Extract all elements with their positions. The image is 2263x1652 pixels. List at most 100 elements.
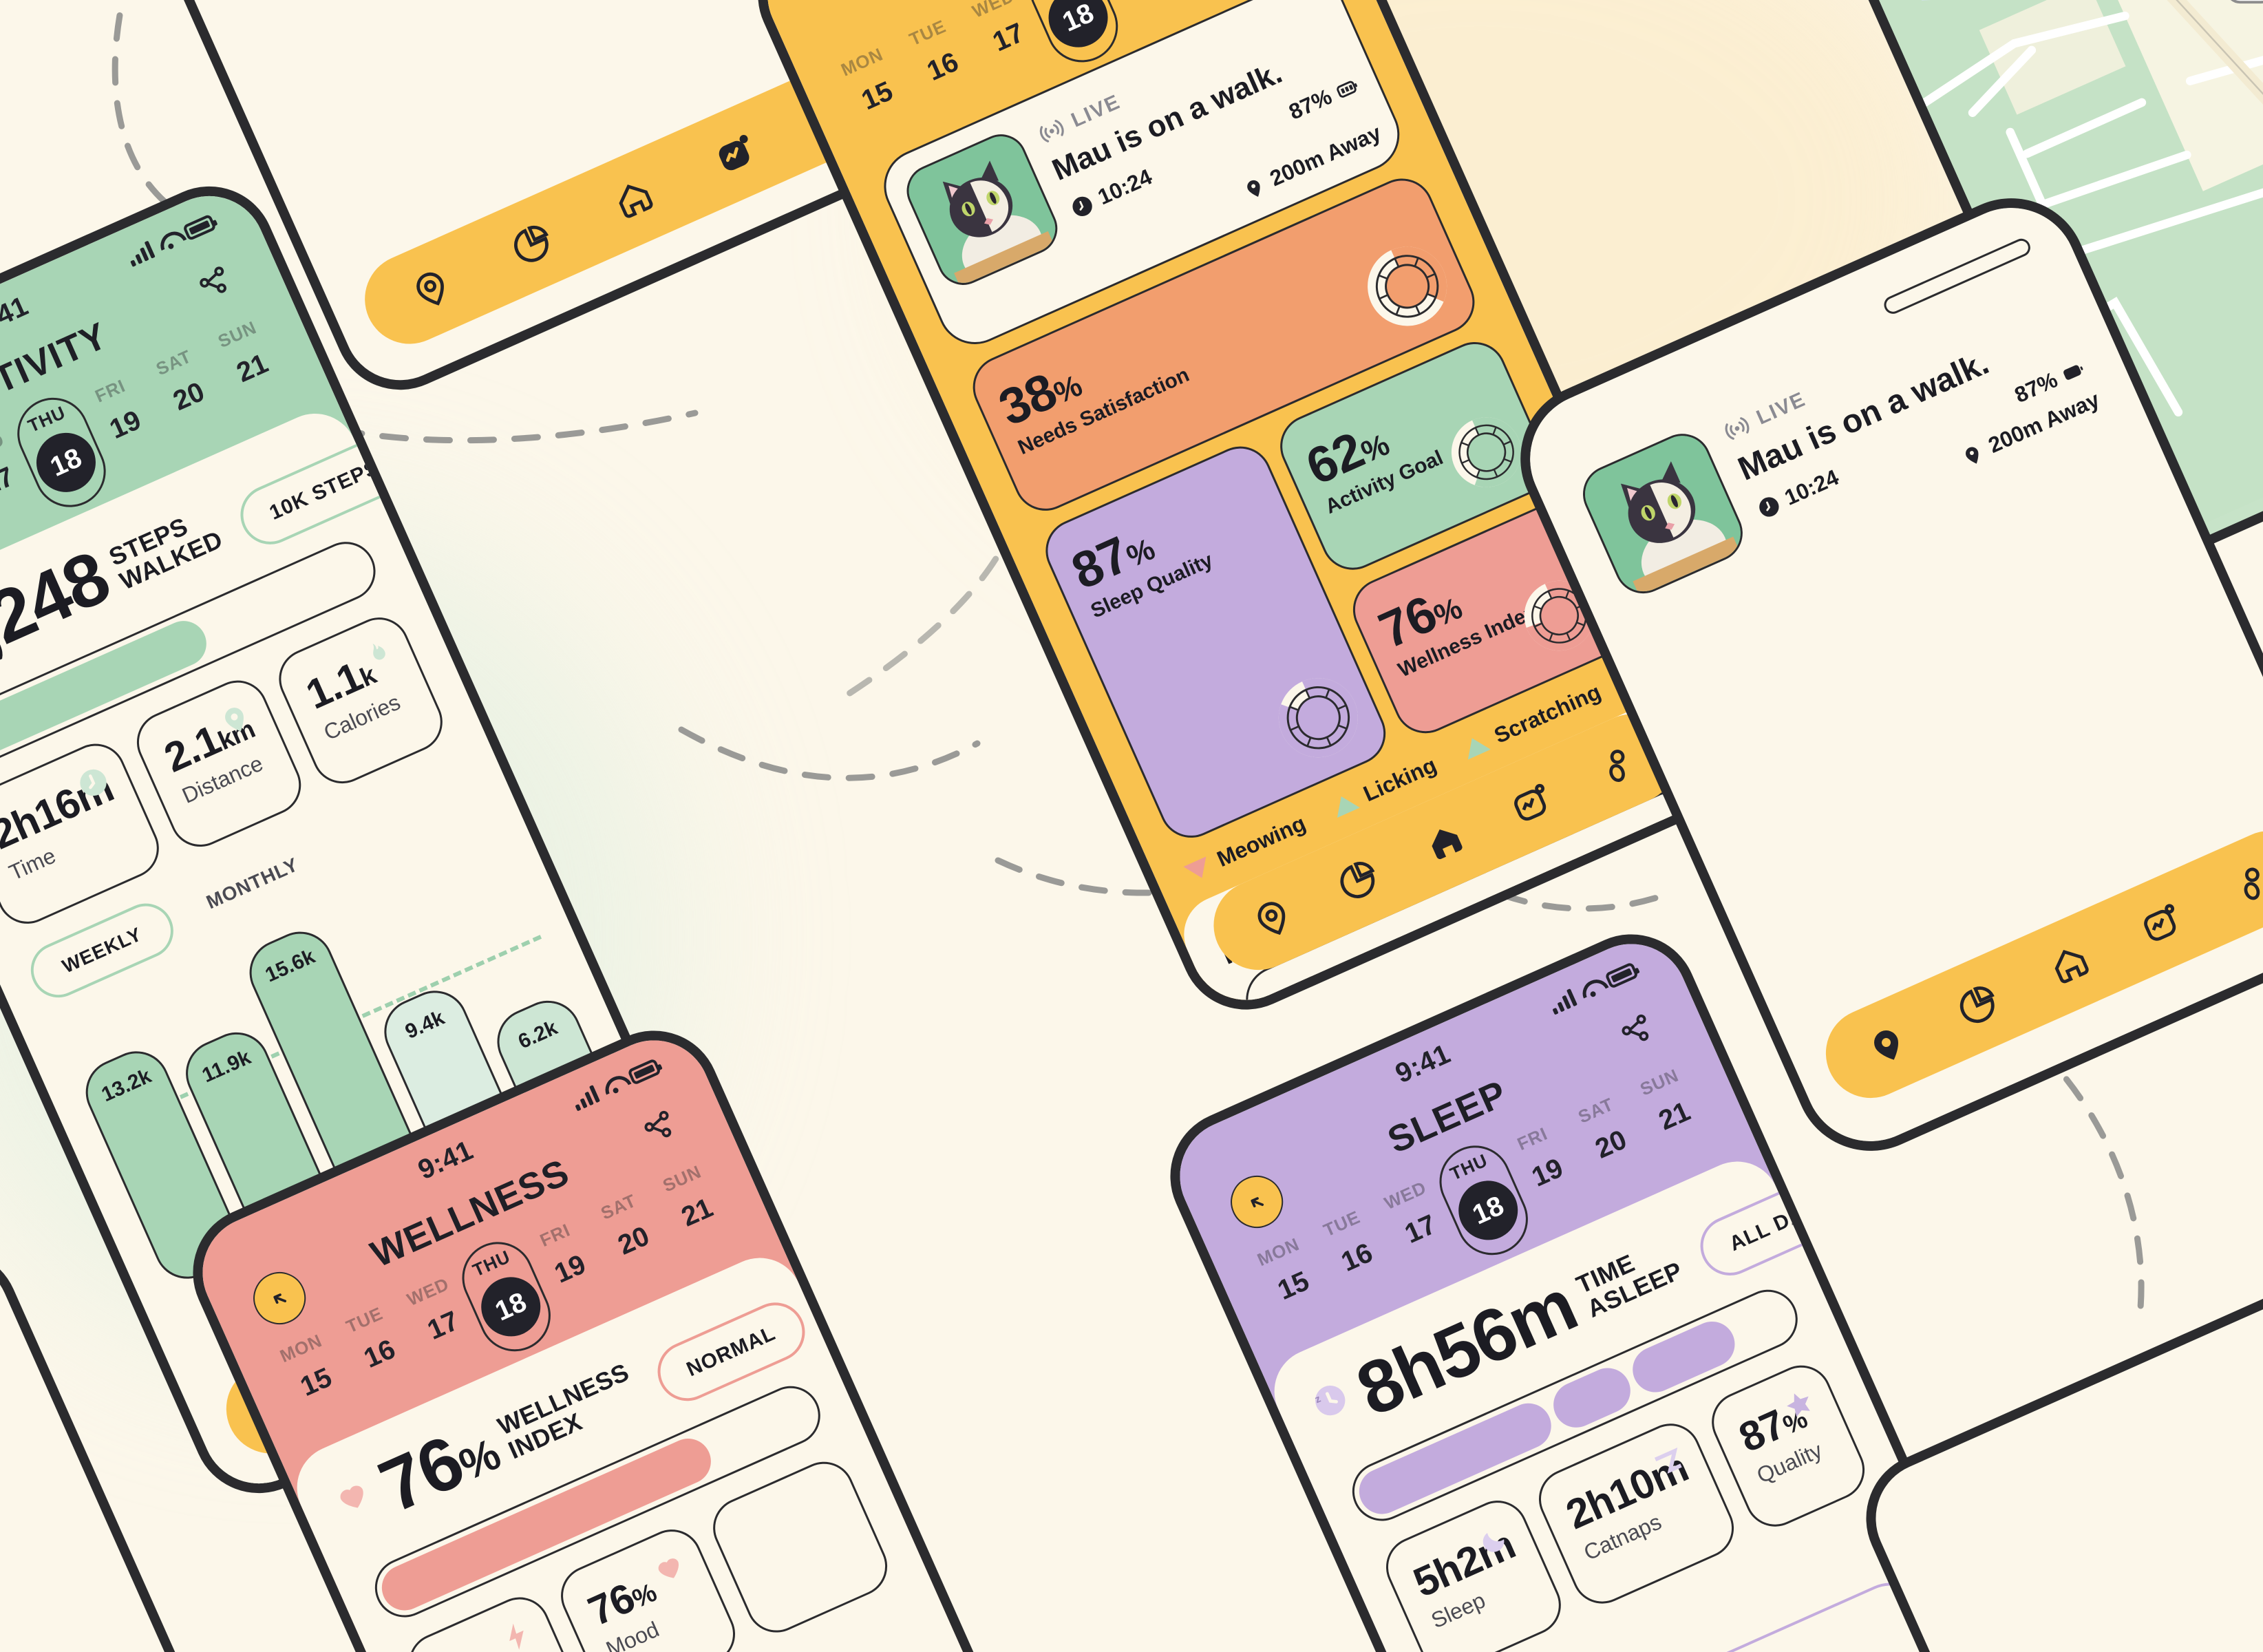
nav-home-icon[interactable] <box>2037 931 2104 998</box>
nav-pie-chart-icon[interactable] <box>500 211 567 278</box>
stat-sleep[interactable]: 5h2m Sleep <box>1376 1491 1571 1652</box>
steps-label: STEPS WALKED <box>105 511 227 595</box>
range-chip[interactable]: ALL DAY <box>1691 1168 1855 1285</box>
live-distance: 200m Away <box>1957 387 2103 471</box>
zzz-icon <box>1647 1441 1689 1483</box>
stat-distance[interactable]: 2.1km Distance <box>127 670 310 857</box>
phone-sleep[interactable]: 9:41 SLEEP <box>1149 913 2141 1652</box>
sleep-label: TIME ASLEEP <box>1572 1248 1687 1324</box>
heart-icon <box>328 1472 379 1523</box>
live-status-card[interactable]: LIVE Mau is on a walk. 10:24 87% <box>1531 237 2137 633</box>
share-button[interactable] <box>626 1095 694 1163</box>
nav-pie-chart-icon[interactable] <box>1326 847 1393 914</box>
pin-icon <box>1966 446 1979 463</box>
live-sub2: 200m Away <box>1767 387 2103 555</box>
nav-home-icon[interactable] <box>1412 808 1479 876</box>
wellness-screen: 9:41 WELLNESS <box>184 1022 1151 1652</box>
battery-icon <box>2063 365 2083 380</box>
tile-needs-satisfaction[interactable]: 38% Needs Satisfaction <box>962 168 1485 521</box>
nav-location-icon[interactable] <box>1240 885 1307 953</box>
nav-profile-icon[interactable] <box>1584 732 1651 799</box>
battery-icon <box>182 213 217 242</box>
live-battery: 87% <box>2011 354 2090 408</box>
activity-sheet: 6,248 STEPS WALKED 10K STEPS 2h16m Tim <box>0 400 729 1502</box>
wellness-hero: 76% WELLNESS INDEX NORMAL <box>323 1282 814 1552</box>
avatar[interactable] <box>898 126 1066 293</box>
broadcast-icon <box>1039 120 1064 142</box>
partial-screen <box>1858 1268 2263 1652</box>
bottom-nav[interactable] <box>350 40 918 359</box>
live-tracking-screen: LIVE Mau is on a walk. 10:24 87% <box>1509 187 2263 1163</box>
sleep-hero: z 8h56m TIME ASLEEP ALL DAY <box>1301 1168 1855 1455</box>
nav-pie-chart-icon[interactable] <box>1945 971 2012 1039</box>
pin-icon <box>1247 180 1260 197</box>
live-badge: LIVE <box>1033 0 1332 150</box>
status-clock: 9:41 <box>413 1134 478 1185</box>
cat-photo <box>1576 427 1750 600</box>
status-clock: 9:41 <box>1390 1038 1455 1089</box>
wellness-value: 76% <box>368 1419 507 1528</box>
live-time: 10:24 <box>1753 465 1842 523</box>
live-status-card[interactable]: LIVE Mau is on a walk. 10:24 87% <box>872 0 1412 357</box>
wellness-sheet: 76% WELLNESS INDEX NORMAL 23% <box>283 1244 1151 1652</box>
bottom-nav[interactable] <box>1199 699 1691 984</box>
stat-quality[interactable]: 87% Quality <box>1701 1355 1875 1536</box>
wellness-stat-grid: 23% Stress 76% Mood <box>399 1452 897 1652</box>
heart-icon <box>648 1547 690 1589</box>
wellness-header: WELLNESS <box>209 1077 729 1348</box>
battery-icon <box>627 1058 662 1086</box>
back-button[interactable] <box>1222 1167 1292 1237</box>
battery-icon <box>1604 962 1639 989</box>
broadcast-icon <box>1725 417 1750 440</box>
stat-catnaps[interactable]: 2h10m Catnaps <box>1529 1414 1744 1613</box>
moon-icon <box>1474 1518 1516 1560</box>
wifi-icon <box>156 230 181 252</box>
stat-placeholder[interactable] <box>703 1452 897 1642</box>
nav-activity-icon[interactable] <box>2127 890 2195 957</box>
share-button[interactable] <box>182 251 249 319</box>
phone-partial-bottom-right <box>1845 1255 2263 1652</box>
share-button[interactable] <box>1604 999 1671 1066</box>
wellness-label: WELLNESS INDEX <box>493 1357 633 1465</box>
wifi-icon <box>1578 978 1603 1000</box>
signal-icon <box>1548 988 1577 1015</box>
back-button[interactable] <box>244 1263 315 1333</box>
star-icon <box>1778 1384 1820 1426</box>
bottom-nav[interactable] <box>1812 816 2263 1112</box>
nav-home-icon[interactable] <box>600 165 668 233</box>
donut-gauge <box>1451 417 1522 487</box>
signal-icon <box>571 1085 600 1112</box>
nav-location-icon[interactable] <box>1854 1012 1922 1079</box>
phone-stats-detail[interactable]: Moving 36min Below Average Average <box>0 0 970 411</box>
goal-chip[interactable]: 10K STEPS <box>231 427 418 554</box>
trend-up-icon <box>1329 791 1360 818</box>
pin-icon <box>214 699 256 741</box>
stat-calories[interactable]: 1.1k Calories <box>268 608 452 794</box>
progress-seg <box>1625 1314 1743 1400</box>
status-clock: 9:41 <box>0 290 33 341</box>
trend-down-icon <box>1183 856 1213 883</box>
activity-header: ACTIVITY <box>0 232 284 504</box>
phone-wellness[interactable]: 9:41 WELLNESS <box>171 1009 1164 1652</box>
cat-photo <box>901 129 1063 291</box>
live-battery: 87% <box>1285 72 1363 125</box>
clock-icon <box>1759 496 1779 517</box>
flame-icon <box>356 635 398 677</box>
nav-profile-icon[interactable] <box>2218 850 2263 918</box>
nav-location-icon[interactable] <box>399 255 466 323</box>
stat-mood[interactable]: 76% Mood <box>551 1520 745 1652</box>
wifi-icon <box>601 1074 626 1097</box>
live-time: 10:24 <box>1066 164 1156 222</box>
stat-stress[interactable]: 23% Stress <box>399 1587 593 1652</box>
nav-activity-icon[interactable] <box>701 120 769 188</box>
tile-activity-goal[interactable]: 62% Activity Goal <box>1270 332 1558 580</box>
stat-time[interactable]: 2h16m Time <box>0 734 169 933</box>
donut-gauge <box>1278 678 1358 758</box>
tile-sleep-quality[interactable]: 87% Sleep Quality <box>1035 436 1396 848</box>
nav-activity-icon[interactable] <box>1498 770 1565 838</box>
sleep-clock-icon: z <box>1305 1375 1356 1426</box>
bolt-icon <box>496 1616 538 1652</box>
avatar[interactable] <box>1573 424 1752 603</box>
clock-icon <box>1072 196 1092 216</box>
phone-live-tracking[interactable]: LIVE Mau is on a walk. 10:24 87% <box>1496 173 2263 1176</box>
